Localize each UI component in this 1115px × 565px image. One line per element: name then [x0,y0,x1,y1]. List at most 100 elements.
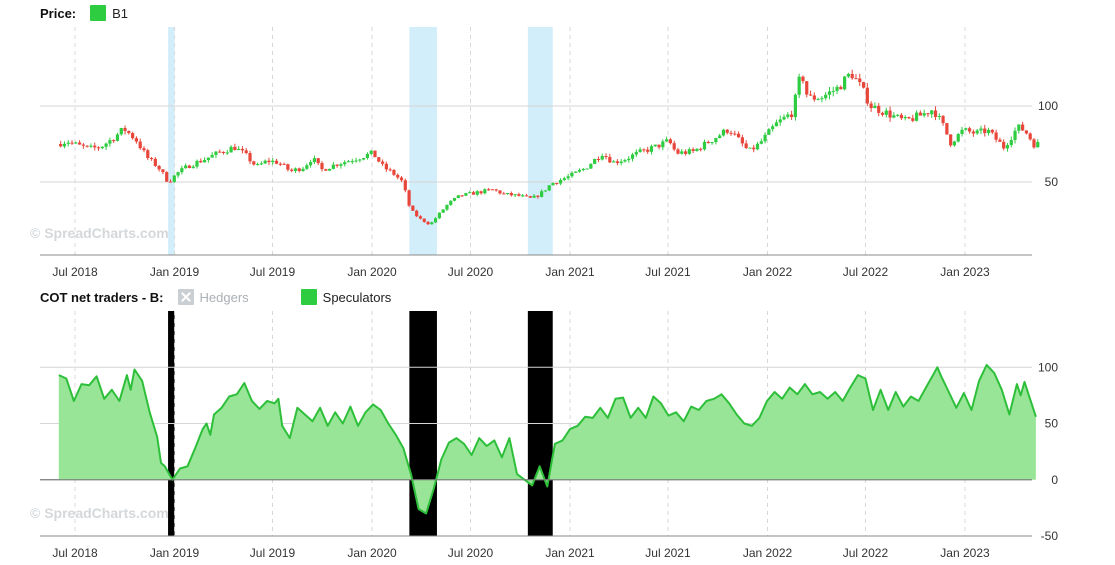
candle-body [100,146,104,149]
candle-body [502,193,506,195]
candle-body [926,113,930,115]
price-legend: Price: B1 [40,5,128,21]
candle-body [184,165,188,169]
candle-body [903,117,907,119]
candle-body [718,135,722,139]
candle-body [418,216,423,219]
candle-body [786,114,790,117]
candle-body [433,218,438,223]
price-x-tick-label: Jul 2022 [843,265,889,279]
price-x-tick-label: Jan 2021 [545,265,595,279]
candle-body [858,78,862,83]
candle-body [377,157,381,162]
candle-body [771,126,775,130]
speculators-area-fill [58,365,1036,514]
candle-body [861,82,866,88]
price-highlight-band [409,27,437,255]
candle-body [59,144,63,147]
candle-body [839,86,843,90]
candle-body [536,195,540,197]
candle-body [914,112,919,121]
candle-body [789,114,794,118]
candle-body [411,205,415,211]
price-x-tick-label: Jan 2019 [150,265,200,279]
candle-body [373,150,377,158]
candle-body [490,189,495,191]
candle-body [346,161,351,163]
legend-item-speculators[interactable]: Speculators [300,289,391,305]
candle-body [986,129,991,134]
candle-body [248,153,252,162]
candle-body [74,142,78,144]
price-legend-title: Price: [40,5,77,21]
candle-body [706,141,710,144]
candle-body [93,145,97,148]
candle-body [945,123,949,135]
candle-body [426,221,430,225]
candle-body [244,150,248,154]
candle-body [127,131,131,134]
candle-body [608,156,612,163]
candle-body [941,116,945,124]
candle-body [691,149,695,151]
candle-body [668,139,673,144]
candle-body [452,198,457,201]
candle-body [824,94,828,99]
price-x-tick-label: Jul 2018 [52,265,98,279]
speculators-line [58,364,1037,515]
candle-body [112,140,116,142]
candle-body [672,143,676,150]
candle-body [407,190,411,206]
candle-body [312,158,317,163]
candle-body [168,181,173,183]
candle-body [846,73,851,77]
candle-body [755,143,760,150]
candle-body [460,195,464,197]
price-y-tick-label: 100 [1038,99,1058,113]
candle-body [899,114,904,119]
cot-y-tick-label: 100 [1038,360,1058,374]
candle-body [369,150,373,154]
candle-body [494,189,498,191]
legend-item-hedgers[interactable]: Hedgers [177,289,249,305]
candle-body [570,172,574,177]
candle-body [380,161,385,164]
candle-body [778,119,782,123]
candle-body [138,141,142,149]
candle-body [471,192,476,195]
candle-body [1021,124,1025,131]
candle-body [1005,145,1010,149]
candle-body [430,222,434,225]
candle-body [293,168,298,171]
candle-body [820,98,824,100]
candle-body [271,160,275,163]
candle-body [202,159,207,163]
candle-body [752,147,756,150]
price-y-tick-label: 50 [1045,175,1059,189]
cot-x-tick-label: Jul 2019 [250,546,296,560]
candle-body [930,110,934,115]
candle-body [528,196,532,198]
candle-body [309,162,313,166]
candle-body [403,180,407,191]
candle-body [441,209,445,213]
candle-body [199,160,203,163]
candle-body [979,128,983,131]
price-x-tick-label: Jan 2022 [743,265,793,279]
candle-body [365,153,370,159]
candle-body [384,163,388,170]
candle-body [449,200,453,205]
price-x-tick-label: Jul 2019 [250,265,296,279]
candle-body [483,189,487,194]
candle-body [600,156,604,160]
candle-body [880,112,885,115]
candle-body [335,164,339,166]
candle-body [225,152,229,154]
candle-body [146,150,150,159]
candle-body [327,168,332,171]
candle-body [850,73,854,79]
candle-body [104,143,108,147]
legend-item-b1[interactable]: B1 [90,5,128,21]
candle-body [399,177,404,181]
candle-body [638,149,642,152]
